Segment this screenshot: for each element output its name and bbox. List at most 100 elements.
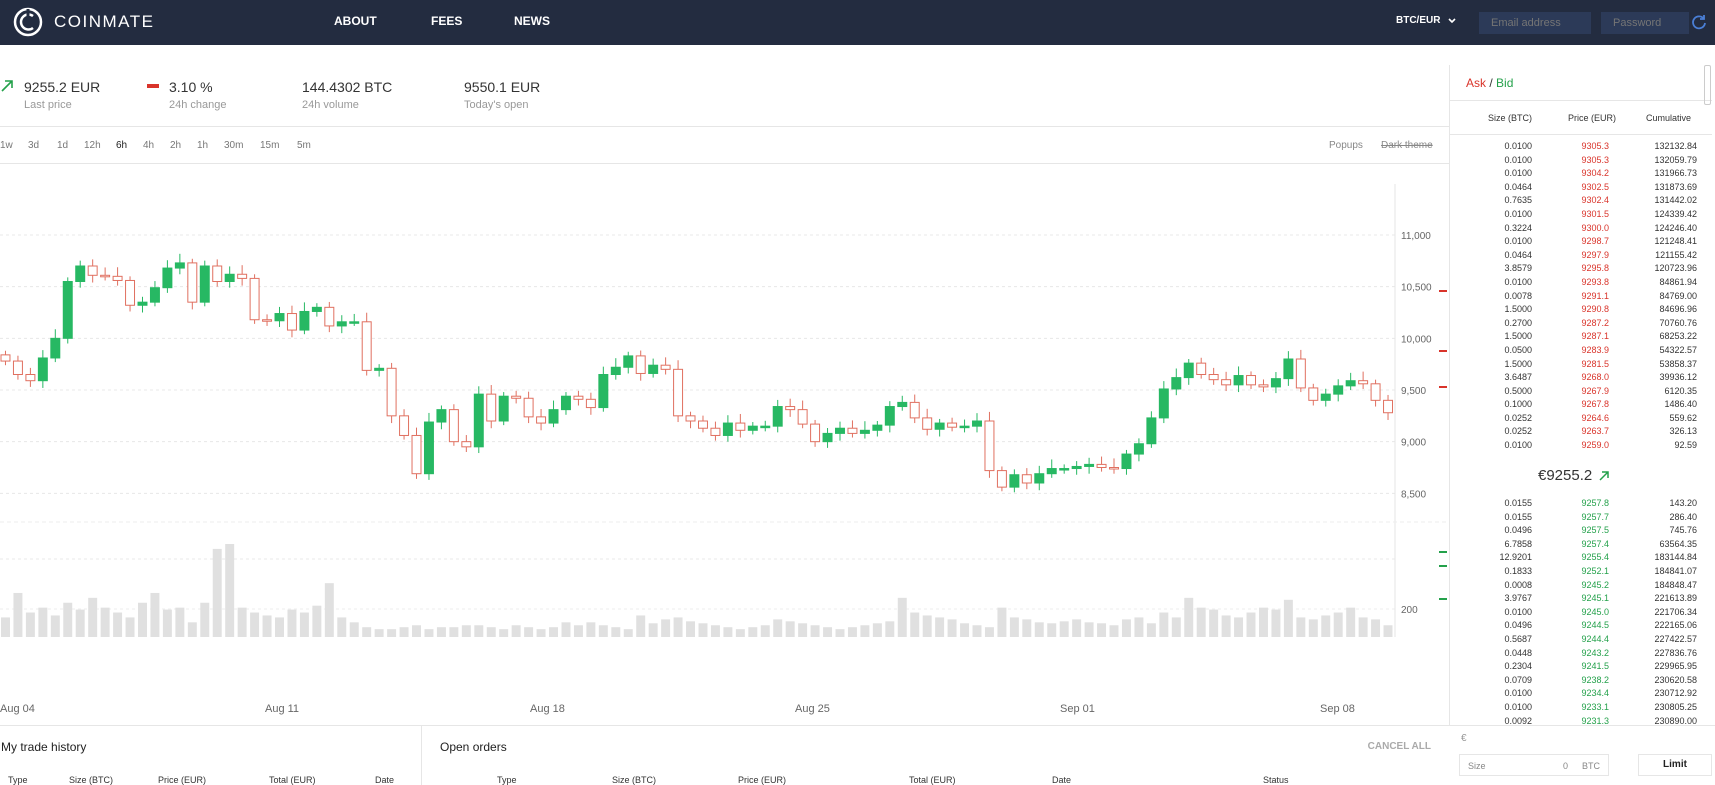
candle-body — [1071, 465, 1082, 470]
volume-bar — [1171, 617, 1181, 637]
candle-body — [1009, 474, 1020, 488]
ask-row[interactable]: 1.5000 9290.8 84696.96 — [1450, 303, 1712, 317]
bid-row[interactable]: 0.0155 9257.8 143.20 — [1450, 497, 1712, 511]
bid-row[interactable]: 0.0496 9244.5 222165.06 — [1450, 619, 1712, 633]
ask-row[interactable]: 0.0100 9259.0 92.59 — [1450, 439, 1712, 453]
timeframe-6h[interactable]: 6h — [116, 140, 128, 151]
size-cell: 0.1833 — [1504, 565, 1532, 576]
bid-row[interactable]: 0.0092 9231.3 230890.00 — [1450, 715, 1712, 729]
col-type: Type — [497, 775, 517, 785]
limit-tab[interactable]: Limit — [1638, 754, 1712, 776]
nav-news[interactable]: NEWS — [514, 14, 550, 28]
timeframe-1d[interactable]: 1d — [57, 140, 69, 151]
timeframe-15m[interactable]: 15m — [260, 140, 280, 151]
timeframe-30m[interactable]: 30m — [224, 140, 244, 151]
dark-theme-toggle[interactable]: Dark theme — [1381, 140, 1433, 151]
bid-row[interactable]: 6.7858 9257.4 63564.35 — [1450, 538, 1712, 552]
bid-row[interactable]: 0.0008 9245.2 184848.47 — [1450, 579, 1712, 593]
bid-row[interactable]: 0.0155 9257.7 286.40 — [1450, 511, 1712, 525]
ask-row[interactable]: 1.5000 9287.1 68253.22 — [1450, 330, 1712, 344]
ask-row[interactable]: 0.3224 9300.0 124246.40 — [1450, 222, 1712, 236]
timeframe-1w[interactable]: 1w — [0, 140, 13, 151]
price-cell: 9233.1 — [1581, 701, 1609, 712]
size-cell: 0.0496 — [1504, 620, 1532, 631]
candle-body — [212, 265, 223, 282]
header-cumulative: Cumulative — [1646, 113, 1692, 123]
header-size: Size (BTC) — [1488, 113, 1533, 123]
candle-body — [623, 355, 634, 368]
candle-body — [922, 417, 933, 430]
size-cell: 0.5687 — [1504, 633, 1532, 644]
bid-row[interactable]: 12.9201 9255.4 183144.84 — [1450, 551, 1712, 565]
bid-row[interactable]: 0.0100 9234.4 230712.92 — [1450, 687, 1712, 701]
ask-row[interactable]: 0.0464 9297.9 121155.42 — [1450, 249, 1712, 263]
bid-row[interactable]: 0.0709 9238.2 230620.58 — [1450, 674, 1712, 688]
price-cell: 9305.3 — [1581, 154, 1609, 165]
candle-body — [847, 427, 858, 434]
ask-row[interactable]: 0.0100 9305.3 132059.79 — [1450, 154, 1712, 168]
order-book-scrollbar[interactable] — [1704, 65, 1711, 105]
timeframe-5m[interactable]: 5m — [297, 140, 311, 151]
ask-row[interactable]: 0.0100 9298.7 121248.41 — [1450, 235, 1712, 249]
stat-24h-volume: 144.4302 BTC 24h volume — [302, 79, 392, 111]
stat-value: 144.4302 BTC — [302, 79, 393, 95]
refresh-icon[interactable] — [1690, 13, 1708, 31]
ask-row[interactable]: 0.0078 9291.1 84769.00 — [1450, 290, 1712, 304]
ask-row[interactable]: 0.2700 9287.2 70760.76 — [1450, 317, 1712, 331]
ask-row[interactable]: 0.0100 9304.2 131966.73 — [1450, 167, 1712, 181]
size-cell: 0.0100 — [1504, 236, 1532, 247]
trade-history-panel: My trade history Type Size (BTC) Price (… — [0, 725, 422, 785]
nav-about[interactable]: ABOUT — [334, 14, 377, 28]
ask-row[interactable]: 0.0464 9302.5 131873.69 — [1450, 181, 1712, 195]
password-input[interactable] — [1601, 12, 1689, 34]
ask-row[interactable]: 0.1000 9267.8 1486.40 — [1450, 398, 1712, 412]
timeframe-4h[interactable]: 4h — [143, 140, 155, 151]
bid-row[interactable]: 0.2304 9241.5 229965.95 — [1450, 660, 1712, 674]
volume-bar — [175, 607, 185, 637]
timeframe-bar: 1w 3d 1d 12h 6h 4h 2h 1h 30m 15m 5m Popu… — [0, 127, 1449, 164]
bid-row[interactable]: 0.5687 9244.4 227422.57 — [1450, 633, 1712, 647]
volume-bar — [162, 609, 172, 637]
bid-row[interactable]: 0.0448 9243.2 227836.76 — [1450, 647, 1712, 661]
ask-row[interactable]: 0.0100 9301.5 124339.42 — [1450, 208, 1712, 222]
ask-row[interactable]: 1.5000 9281.5 53858.37 — [1450, 358, 1712, 372]
size-input[interactable]: Size 0 BTC — [1459, 754, 1609, 776]
timeframe-2h[interactable]: 2h — [170, 140, 182, 151]
cancel-all-button[interactable]: CANCEL ALL — [1367, 741, 1431, 752]
bid-row[interactable]: 0.0100 9233.1 230805.25 — [1450, 701, 1712, 715]
ask-row[interactable]: 3.8579 9295.8 120723.96 — [1450, 262, 1712, 276]
ask-row[interactable]: 3.6487 9268.0 39936.12 — [1450, 371, 1712, 385]
ask-row[interactable]: 0.5000 9267.9 6120.35 — [1450, 385, 1712, 399]
ask-row[interactable]: 0.0100 9305.3 132132.84 — [1450, 140, 1712, 154]
order-book-header: Size (BTC) Price (EUR) Cumulative — [1450, 100, 1712, 135]
nav-fees[interactable]: FEES — [431, 14, 463, 28]
ask-row[interactable]: 0.0252 9263.7 326.13 — [1450, 425, 1712, 439]
bid-row[interactable]: 0.1833 9252.1 184841.07 — [1450, 565, 1712, 579]
candle-body — [262, 319, 273, 322]
volume-bar — [735, 629, 745, 637]
price-chart[interactable]: 11,000 10,500 10,000 9,500 9,000 8,500 200 Aug … — [0, 164, 1449, 724]
size-cell: 3.6487 — [1504, 372, 1532, 383]
timeframe-3d[interactable]: 3d — [28, 140, 40, 151]
size-cell: 0.0100 — [1504, 606, 1532, 617]
logo[interactable]: COINMATE — [12, 6, 154, 38]
candlestick-chart[interactable]: 11,000 10,500 10,000 9,500 9,000 8,500 200 Aug … — [0, 164, 1449, 724]
candle-body — [137, 301, 148, 306]
bid-row[interactable]: 3.9767 9245.1 221613.89 — [1450, 592, 1712, 606]
ask-row[interactable]: 0.0100 9293.8 84861.94 — [1450, 276, 1712, 290]
candle-body — [884, 406, 895, 426]
candle-body — [735, 422, 746, 431]
bid-row[interactable]: 0.0496 9257.5 745.76 — [1450, 524, 1712, 538]
timeframe-12h[interactable]: 12h — [84, 140, 101, 151]
pair-selector[interactable]: BTC/EUR — [1396, 15, 1457, 26]
timeframe-1h[interactable]: 1h — [197, 140, 209, 151]
candle-body — [162, 267, 173, 289]
email-input[interactable] — [1479, 12, 1591, 34]
ask-row[interactable]: 0.0500 9283.9 54322.57 — [1450, 344, 1712, 358]
popups-toggle[interactable]: Popups — [1329, 140, 1363, 151]
arrow-up-right-icon — [1, 80, 13, 92]
ask-row[interactable]: 0.7635 9302.4 131442.02 — [1450, 194, 1712, 208]
candle-body — [498, 395, 509, 422]
ask-row[interactable]: 0.0252 9264.6 559.62 — [1450, 412, 1712, 426]
bid-row[interactable]: 0.0100 9245.0 221706.34 — [1450, 606, 1712, 620]
